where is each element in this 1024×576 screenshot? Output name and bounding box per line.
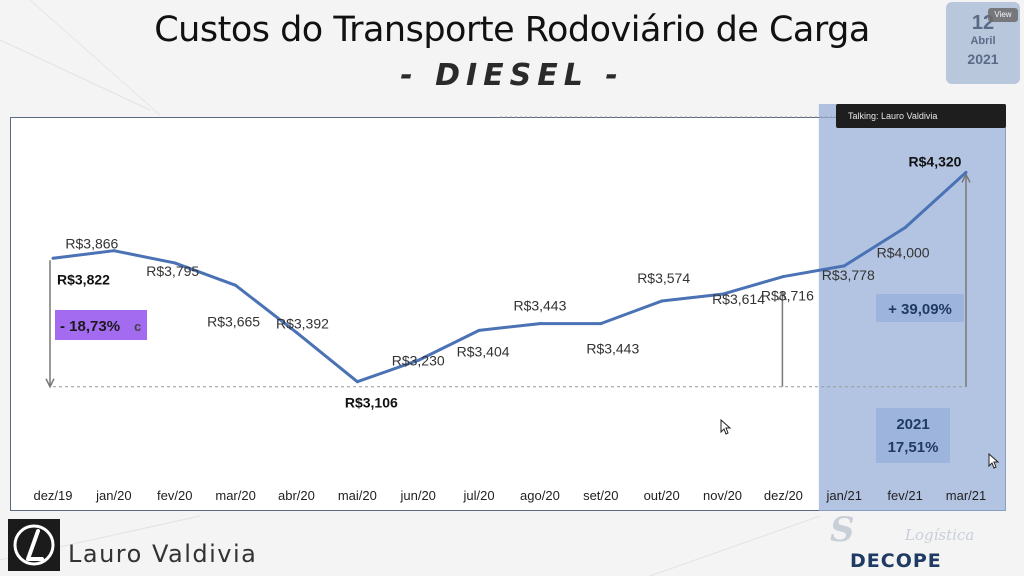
x-tick-label: ago/20 [520, 488, 560, 503]
x-tick-label: fev/21 [887, 488, 922, 503]
x-tick-label: nov/20 [703, 488, 742, 503]
data-point [599, 322, 603, 326]
page-title: Custos do Transporte Rodoviário de Carga [154, 10, 870, 50]
data-point [355, 380, 359, 384]
x-tick-label: set/20 [583, 488, 618, 503]
watermark-subtitle: Logística [905, 526, 975, 544]
drop-percentage-badge [55, 310, 147, 340]
data-point [903, 226, 907, 230]
x-tick-label: jan/21 [826, 488, 862, 503]
data-label: R$3,392 [276, 315, 329, 331]
data-label: R$3,866 [65, 236, 118, 252]
data-label: R$3,778 [822, 267, 875, 283]
x-tick-label: jul/20 [463, 488, 495, 503]
data-point [294, 330, 298, 334]
org-name: DECOPE [850, 550, 942, 572]
data-point [51, 256, 55, 260]
data-label: R$3,443 [586, 341, 639, 357]
x-tick-label: jun/20 [399, 488, 435, 503]
data-label: R$3,404 [457, 343, 510, 359]
data-label: R$3,795 [146, 263, 199, 279]
drop-percentage-suffix: c [134, 319, 141, 334]
presenter-logo [8, 519, 60, 571]
data-label: R$3,574 [637, 270, 690, 286]
x-tick-label: jan/20 [95, 488, 131, 503]
x-tick-label: mar/20 [215, 488, 255, 503]
data-point [477, 328, 481, 332]
series-line [52, 171, 968, 384]
data-point [964, 170, 968, 174]
data-label: R$3,665 [207, 313, 260, 329]
view-button[interactable]: View [988, 8, 1018, 22]
rise-percentage-label: + 39,09% [888, 301, 952, 318]
data-label: R$3,230 [392, 352, 445, 368]
data-label: R$3,614 [712, 291, 765, 307]
data-point [538, 322, 542, 326]
x-tick-label: out/20 [644, 488, 680, 503]
data-label: R$3,443 [513, 298, 566, 314]
x-tick-label: dez/19 [33, 488, 72, 503]
data-label: R$4,320 [909, 153, 962, 169]
x-tick-label: mar/21 [946, 488, 986, 503]
x-tick-label: abr/20 [278, 488, 315, 503]
ytd-year-label: 2021 [896, 416, 929, 433]
drop-percentage-label: - 18,73% [60, 318, 120, 335]
data-point [781, 275, 785, 279]
x-tick-label: dez/20 [764, 488, 803, 503]
rise-percentage-badge [876, 294, 964, 322]
data-point [416, 358, 420, 362]
data-point [112, 249, 116, 253]
x-tick-label: fev/20 [157, 488, 192, 503]
logo-icon [13, 524, 55, 566]
drop-arrow-head [45, 378, 55, 389]
data-label: R$4,000 [877, 245, 930, 261]
talking-indicator: Talking: Lauro Valdivia [836, 104, 1006, 128]
mouse-cursor-icon [988, 453, 1000, 469]
rise-arrow-2020-head [777, 290, 788, 301]
ytd-value-label: 17,51% [888, 439, 939, 456]
data-label: R$3,106 [345, 395, 398, 411]
page-subtitle: - DIESEL - [400, 58, 624, 93]
data-point [660, 299, 664, 303]
mouse-cursor-icon [720, 419, 732, 435]
data-point [173, 261, 177, 265]
data-label: R$3,716 [761, 288, 814, 304]
x-tick-label: mai/20 [338, 488, 377, 503]
data-point [234, 283, 238, 287]
watermark-logo: S [830, 510, 855, 550]
date-month: Abril [970, 35, 996, 47]
ytd-badge [876, 408, 950, 463]
data-point [842, 264, 846, 268]
presenter-name: Lauro Valdivia [68, 540, 258, 568]
data-point [721, 292, 725, 296]
date-year: 2021 [967, 51, 999, 67]
data-label: R$3,822 [57, 271, 110, 287]
